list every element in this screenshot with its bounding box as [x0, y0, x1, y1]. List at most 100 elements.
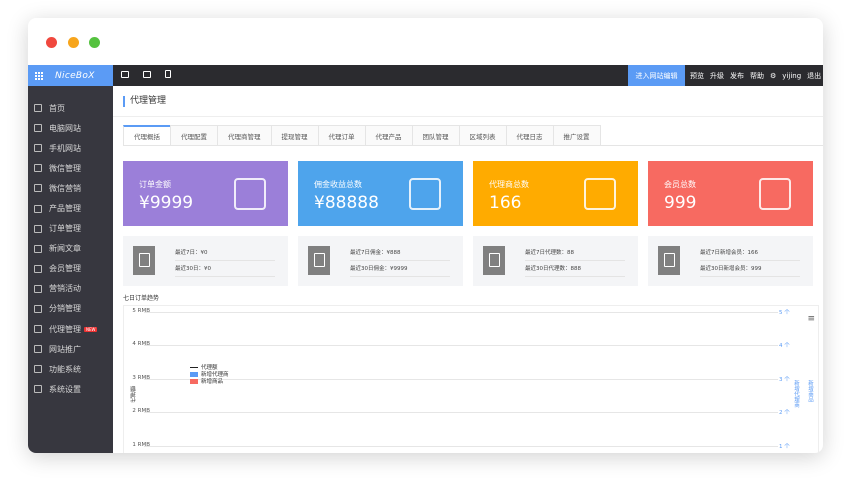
legend-label: 代理额	[201, 365, 218, 371]
summary-7day: 最近7日：¥0	[175, 248, 275, 261]
close-dot[interactable]	[46, 37, 57, 48]
stat-card: 代理商总数 166	[473, 161, 638, 226]
gridline	[144, 412, 778, 414]
gear-icon[interactable]: ⚙	[770, 71, 777, 80]
top-bar: NiceBoX 进入网站编辑 预览 升级 发布 帮助 ⚙ yijing 退出	[28, 65, 823, 86]
stat-label: 会员总数	[664, 180, 696, 189]
right-tick: 4 个	[779, 343, 790, 350]
username[interactable]: yijing	[782, 71, 802, 80]
tab[interactable]: 代理日志	[505, 125, 554, 145]
sidebar-item-label: 网站推广	[49, 344, 81, 354]
logout-link[interactable]: 退出	[807, 71, 822, 80]
browser-window: NiceBoX 进入网站编辑 预览 升级 发布 帮助 ⚙ yijing 退出 首…	[28, 18, 823, 453]
right-tick: 5 个	[779, 310, 790, 316]
folder-icon	[759, 178, 791, 210]
trend-chart: ≡ 代理额 新增代理商 新增商品 5 RMB 5 个 4 RMB 4 个 3 RMB 3 …	[123, 305, 819, 453]
stat-summary: 最近7日：¥0 最近30日：¥0	[123, 236, 288, 286]
stat-value: ¥88888	[314, 193, 379, 213]
stat-label: 代理商总数	[489, 180, 529, 189]
tab[interactable]: 代理概括	[123, 125, 171, 145]
sidebar-item-label: 电脑网站	[49, 123, 81, 133]
sidebar-item[interactable]: 代理管理 NEW	[28, 319, 113, 339]
left-tick: 5 RMB	[132, 308, 150, 314]
sidebar-item[interactable]: 功能系统	[28, 359, 113, 379]
gridline	[144, 312, 778, 313]
maximize-dot[interactable]	[89, 37, 100, 48]
left-tick: 1 RMB	[132, 441, 150, 448]
summary-30day: 最近30日佣金：¥9999	[350, 264, 450, 277]
mobile-icon[interactable]	[165, 70, 171, 78]
help-link[interactable]: 帮助	[750, 71, 764, 80]
upgrade-link[interactable]: 升级	[710, 71, 724, 80]
apps-grid-icon[interactable]	[35, 71, 43, 80]
menu-item-icon	[34, 264, 42, 273]
legend-item[interactable]: 代理额	[190, 363, 218, 371]
sidebar-item[interactable]: 系统设置	[28, 379, 113, 399]
legend-label: 新增代理商	[201, 372, 229, 378]
edit-site-button[interactable]: 进入网站编辑	[628, 65, 685, 86]
right-tick: 3 个	[779, 376, 790, 383]
chart-title: 七日订单趋势	[123, 295, 160, 302]
publish-link[interactable]: 发布	[730, 71, 744, 80]
sidebar-item[interactable]: 新闻文章	[28, 239, 113, 259]
tab[interactable]: 代理配置	[170, 125, 218, 145]
gridline	[144, 345, 778, 347]
logo-text: NiceBoX	[55, 70, 95, 81]
menu-item-icon	[34, 204, 42, 213]
sidebar-item[interactable]: 手机网站	[28, 138, 113, 158]
tab[interactable]: 提现管理	[270, 125, 319, 145]
sidebar-item-label: 新闻文章	[49, 244, 81, 254]
sidebar-item-label: 首页	[49, 103, 65, 113]
document-check-icon	[658, 246, 680, 275]
stat-value: 166	[489, 193, 522, 213]
sidebar-item[interactable]: 网站推广	[28, 339, 113, 359]
sidebar-item-label: 订单管理	[49, 224, 81, 234]
menu-item-icon	[34, 104, 42, 113]
menu-item-icon	[34, 184, 42, 193]
legend-item[interactable]: 新增代理商	[190, 370, 229, 378]
sidebar-item[interactable]: 营销活动	[28, 279, 113, 299]
tab[interactable]: 代理产品	[364, 125, 413, 145]
tab[interactable]: 团队管理	[411, 125, 460, 145]
desktop-icon[interactable]	[121, 71, 129, 78]
preview-link[interactable]: 预览	[690, 71, 704, 80]
tablet-icon[interactable]	[143, 71, 151, 78]
main-content: 代理管理 代理概括 代理配置 代理商管理 提现管理 代理订单 代理产品 团队管理 区域列表 代理…	[113, 86, 823, 453]
new-badge: NEW	[84, 326, 98, 332]
sidebar-item-label: 分销管理	[49, 304, 81, 314]
menu-item-icon	[34, 385, 42, 394]
stat-label: 订单金额	[139, 180, 171, 189]
left-tick: 4 RMB	[132, 341, 150, 348]
menu-item-icon	[34, 325, 42, 334]
legend-label: 新增商品	[201, 379, 224, 385]
stat-value: 999	[664, 193, 697, 213]
tab[interactable]: 代理订单	[317, 125, 366, 145]
sidebar-item[interactable]: 微信管理	[28, 158, 113, 178]
summary-30day: 最近30日：¥0	[175, 264, 275, 277]
tab[interactable]: 区域列表	[458, 125, 507, 145]
tab[interactable]: 代理商管理	[217, 125, 272, 145]
sidebar-item[interactable]: 电脑网站	[28, 118, 113, 138]
sidebar-item[interactable]: 会员管理	[28, 259, 113, 279]
logo[interactable]: NiceBoX	[28, 65, 113, 86]
sidebar-item[interactable]: 订单管理	[28, 219, 113, 239]
money-hand-icon	[234, 178, 266, 210]
stat-summary: 最近7日佣金：¥888 最近30日佣金：¥9999	[298, 236, 463, 286]
legend-item[interactable]: 新增商品	[190, 377, 223, 385]
org-chart-icon	[584, 178, 616, 210]
tab[interactable]: 推广设置	[552, 125, 601, 145]
stat-summary: 最近7日代理数：88 最近30日代理数：888	[473, 236, 638, 286]
sidebar-item[interactable]: 分销管理	[28, 299, 113, 319]
sidebar-item-label: 手机网站	[49, 143, 81, 153]
sidebar-item[interactable]: 微信营销	[28, 178, 113, 198]
sidebar-item[interactable]: 产品管理	[28, 198, 113, 218]
stat-label: 佣金收益总数	[314, 180, 362, 189]
page-title: 代理管理	[123, 96, 166, 107]
menu-item-icon	[34, 345, 42, 354]
summary-30day: 最近30日代理数：888	[525, 264, 625, 277]
sidebar-item[interactable]: 首页	[28, 98, 113, 118]
minimize-dot[interactable]	[68, 37, 79, 48]
sidebar-item-label: 微信管理	[49, 163, 81, 173]
summary-7day: 最近7日新增会员：166	[700, 248, 800, 261]
menu-icon[interactable]: ≡	[807, 314, 815, 324]
